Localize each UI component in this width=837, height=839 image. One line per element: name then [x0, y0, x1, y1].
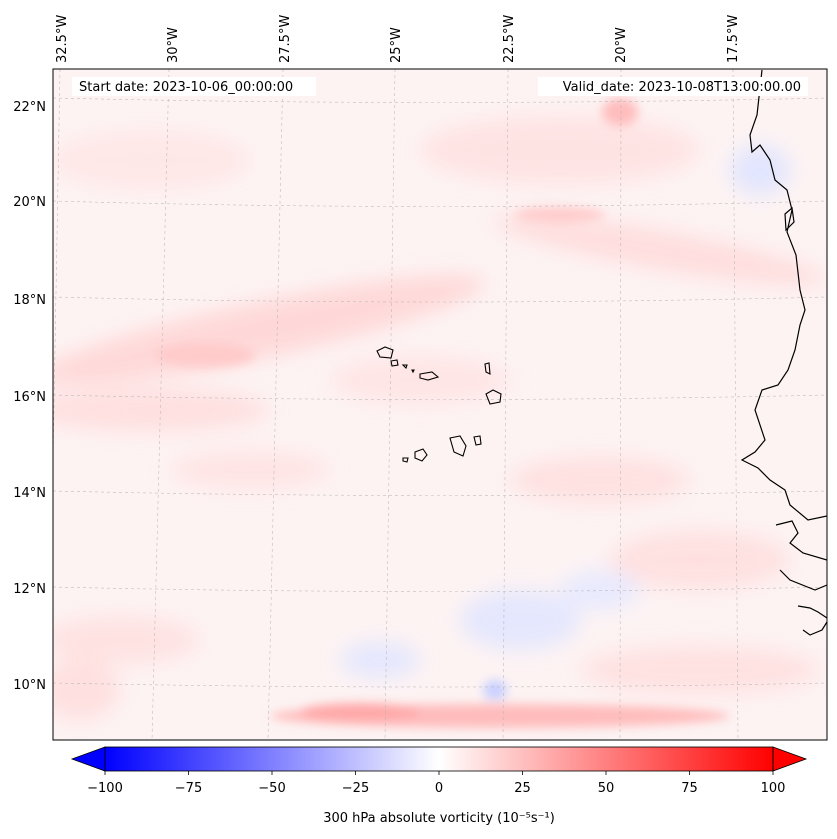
vorticity-field — [53, 69, 827, 740]
start-date-box — [72, 77, 316, 96]
colorbar-label: 300 hPa absolute vorticity (10⁻⁵s⁻¹) — [323, 811, 555, 826]
lon-label: 27.5°W — [278, 15, 293, 63]
lon-label: 17.5°W — [726, 15, 741, 63]
colorbar-extend-min — [70, 746, 106, 772]
lon-label: 20°W — [614, 27, 629, 63]
colorbar-tick: −75 — [175, 781, 202, 796]
lon-label: 22.5°W — [502, 15, 517, 63]
valid-date-box — [538, 77, 808, 96]
colorbar-tick: −25 — [342, 781, 369, 796]
colorbar-extend-max — [772, 746, 808, 772]
colorbar: −100 −75 −50 −25 0 25 50 75 100 300 hPa … — [70, 746, 808, 826]
lat-label: 20°N — [13, 195, 46, 210]
valid-date-text: Valid_date: 2023-10-08T13:00:00.00 — [563, 80, 801, 95]
graticule — [53, 69, 827, 740]
latitude-labels: 22°N 20°N 18°N 16°N 14°N 12°N 10°N — [13, 100, 46, 693]
start-date-text: Start date: 2023-10-06_00:00:00 — [79, 80, 293, 95]
lat-label: 14°N — [13, 486, 46, 501]
colorbar-tick: −100 — [87, 781, 123, 796]
colorbar-tick: 50 — [598, 781, 615, 796]
coastline — [740, 69, 827, 636]
map-panel: Start date: 2023-10-06_00:00:00 Valid_da… — [52, 68, 828, 741]
lon-label: 30°W — [166, 27, 181, 63]
lat-label: 10°N — [13, 678, 46, 693]
colorbar-tick: 0 — [435, 781, 443, 796]
colorbar-tick: 100 — [761, 781, 786, 796]
map-frame — [52, 68, 828, 741]
colorbar-body — [105, 747, 773, 771]
longitude-labels: 32.5°W 30°W 27.5°W 25°W 22.5°W 20°W 17.5… — [55, 15, 741, 63]
lon-label: 32.5°W — [55, 15, 70, 63]
colorbar-tick: 25 — [514, 781, 531, 796]
lat-label: 18°N — [13, 293, 46, 308]
colorbar-tick: −50 — [258, 781, 285, 796]
lat-label: 22°N — [13, 100, 46, 115]
cape-verde-islands — [376, 346, 502, 463]
lat-label: 16°N — [13, 390, 46, 405]
colorbar-tick: 75 — [681, 781, 698, 796]
lon-label: 25°W — [389, 27, 404, 63]
lat-label: 12°N — [13, 582, 46, 597]
